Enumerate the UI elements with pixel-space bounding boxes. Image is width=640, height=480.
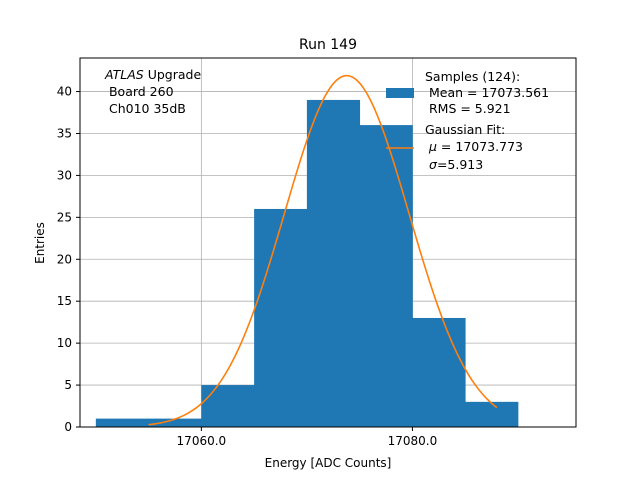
histogram-bar [201,385,255,427]
y-tick-label: 20 [57,252,72,266]
legend-fit-sigma-value: =5.913 [437,157,483,172]
atlas-annotation: ATLAS Upgrade Board 260 Ch010 35dB [104,67,201,116]
histogram-bar [412,317,466,427]
plot-frame [79,57,577,428]
gaussian-fit-curve [148,74,498,426]
legend-fit-title: Gaussian Fit: [425,122,505,137]
chart-title: Run 149 [299,37,357,53]
y-tick-label: 15 [57,294,72,308]
legend-samples-mean: Mean = 17073.561 [425,85,549,100]
x-axis-label: Energy [ADC Counts] [265,456,392,470]
x-tick-label: 17060.0 [177,434,227,448]
upgrade-label: Upgrade [144,67,202,82]
histogram-bar [95,418,149,427]
y-tick-label: 35 [57,126,72,140]
svg-text:μ = 17073.773: μ = 17073.773 [428,139,523,154]
legend-samples-swatch [386,88,414,98]
histogram-bar [306,99,361,427]
legend-fit-mu-value: = 17073.773 [437,139,523,154]
legend-samples-title: Samples (124): [425,69,520,84]
histogram-bar [254,208,308,427]
histogram-bars [95,99,519,427]
legend-fit-mu-symbol: μ [428,139,437,154]
svg-text:ATLAS Upgrade: ATLAS Upgrade [104,67,201,82]
board-label: Board 260 [105,84,174,99]
y-axis-label: Entries [33,222,47,264]
histogram-bar [148,418,202,427]
y-tick-label: 5 [64,378,72,392]
svg-text:σ=5.913: σ=5.913 [429,157,483,172]
legend-fit-sigma-symbol: σ [429,157,438,172]
atlas-label: ATLAS [104,67,144,82]
histogram-bar [465,401,519,427]
y-tick-label: 30 [57,168,72,182]
x-tick-label: 17080.0 [388,434,438,448]
y-axis-ticks: 0 5 10 15 20 25 30 35 40 [57,85,80,434]
histogram-bar [359,125,413,427]
y-tick-label: 25 [57,210,72,224]
legend-samples-rms: RMS = 5.921 [425,101,511,116]
y-tick-label: 10 [57,336,72,350]
y-tick-label: 40 [57,85,72,99]
x-axis-ticks: 17060.0 17080.0 [177,427,438,448]
y-tick-label: 0 [64,420,72,434]
legend: Samples (124): Mean = 17073.561 RMS = 5.… [386,69,549,172]
channel-label: Ch010 35dB [105,101,186,116]
